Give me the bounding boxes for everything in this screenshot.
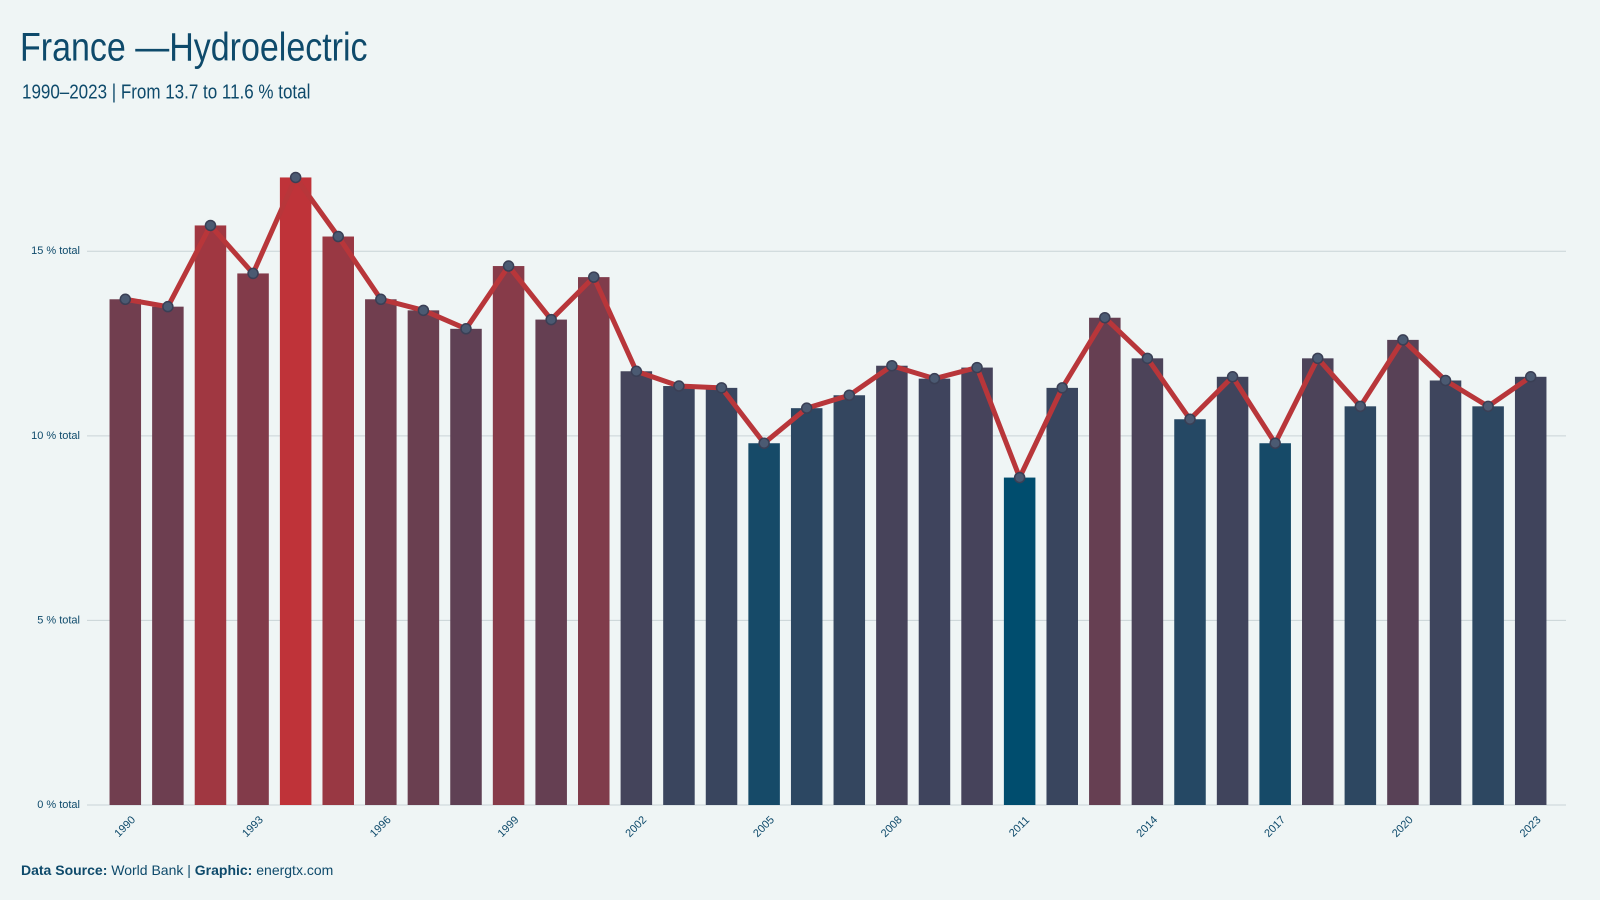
point <box>545 313 557 326</box>
footer: Data Source: World Bank | Graphic: energ… <box>21 862 333 878</box>
bar <box>1046 387 1078 805</box>
bar <box>876 365 908 805</box>
bar <box>237 273 269 805</box>
bar <box>1131 358 1164 805</box>
bar <box>961 367 993 805</box>
point <box>502 260 515 272</box>
point <box>715 382 728 394</box>
bar <box>918 378 951 805</box>
y-tick-label: 5 % total <box>37 614 80 626</box>
point <box>1013 471 1026 484</box>
bar <box>322 236 354 805</box>
point <box>971 361 983 374</box>
point <box>162 300 174 313</box>
point <box>204 219 217 232</box>
bar <box>152 306 184 805</box>
point <box>886 359 898 372</box>
bar <box>492 266 525 806</box>
point <box>1226 371 1239 383</box>
footer-source: World Bank <box>111 862 184 878</box>
bar <box>450 328 482 805</box>
footer-source-label: Data Source: <box>21 862 107 878</box>
point <box>417 304 430 317</box>
chart-subtitle: 1990–2023 | From 13.7 to 11.6 % total <box>22 80 310 103</box>
footer-graphic-label: Graphic: <box>195 862 253 878</box>
point <box>1269 437 1281 449</box>
bar <box>365 299 397 805</box>
y-tick-label: 15 % total <box>31 245 80 257</box>
bar <box>705 387 738 805</box>
bar <box>194 225 227 806</box>
bar <box>663 386 695 805</box>
bar <box>1429 380 1462 805</box>
point <box>928 372 941 385</box>
bar <box>407 310 440 805</box>
point <box>1397 334 1409 346</box>
bar <box>1259 443 1291 805</box>
point <box>1141 352 1154 365</box>
point <box>1524 371 1537 383</box>
point <box>1482 400 1494 413</box>
bar <box>1003 477 1036 805</box>
bar <box>1089 317 1121 805</box>
point <box>1312 352 1324 365</box>
bar <box>578 277 610 805</box>
point <box>1439 374 1452 387</box>
point <box>758 437 770 449</box>
point <box>843 389 856 402</box>
bar <box>1472 406 1504 805</box>
bar <box>748 443 780 805</box>
bar <box>109 299 142 805</box>
bar <box>1514 376 1547 805</box>
point <box>800 402 813 414</box>
bar <box>620 371 653 805</box>
bar <box>1344 406 1377 805</box>
point <box>119 293 132 306</box>
y-tick-label: 0 % total <box>37 799 80 811</box>
bar <box>1216 376 1249 805</box>
bar <box>1174 419 1206 805</box>
point <box>588 271 600 283</box>
bar <box>833 395 866 805</box>
y-tick-label: 10 % total <box>31 430 80 442</box>
bar <box>535 319 567 805</box>
point <box>332 230 344 243</box>
point <box>247 267 259 280</box>
point <box>1184 413 1196 425</box>
bar <box>1387 339 1419 805</box>
point <box>289 171 302 184</box>
point <box>1354 400 1367 413</box>
point <box>1056 382 1068 394</box>
point <box>630 365 643 378</box>
point <box>1099 311 1111 324</box>
point <box>375 293 387 306</box>
bar <box>279 177 312 805</box>
footer-separator: | <box>187 862 191 878</box>
point <box>460 323 472 335</box>
line <box>124 174 1533 481</box>
bar <box>790 408 823 805</box>
chart-title: France —Hydroelectric <box>20 24 368 69</box>
footer-graphic: energtx.com <box>256 862 333 878</box>
point <box>673 380 685 392</box>
bar <box>1302 358 1334 805</box>
